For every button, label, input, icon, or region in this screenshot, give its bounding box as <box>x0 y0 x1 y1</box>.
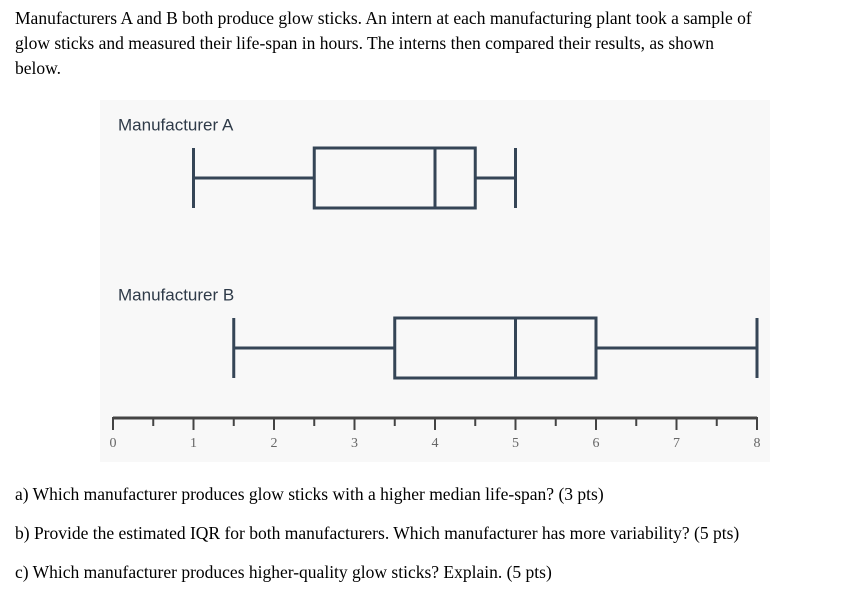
question: a) Which manufacturer produces glow stic… <box>15 484 604 504</box>
x-tick-label: 2 <box>271 436 278 451</box>
question: c) Which manufacturer produces higher-qu… <box>15 562 552 582</box>
x-tick-label: 6 <box>593 436 600 451</box>
intro-line: Manufacturers A and B both produce glow … <box>15 8 752 28</box>
x-tick-label: 4 <box>432 436 439 451</box>
x-tick-label: 1 <box>190 436 197 451</box>
intro-line: glow sticks and measured their life-span… <box>15 33 715 53</box>
box <box>393 316 598 380</box>
x-tick-label: 3 <box>351 436 358 451</box>
intro-line: below. <box>15 58 62 78</box>
x-tick-label: 5 <box>512 436 519 451</box>
question: b) Provide the estimated IQR for both ma… <box>15 523 740 543</box>
series-label: Manufacturer A <box>118 115 234 134</box>
box <box>312 146 477 210</box>
x-tick-label: 7 <box>673 436 680 451</box>
series-label: Manufacturer B <box>118 285 234 304</box>
x-tick-label: 8 <box>754 436 761 451</box>
x-tick-label: 0 <box>110 436 117 451</box>
